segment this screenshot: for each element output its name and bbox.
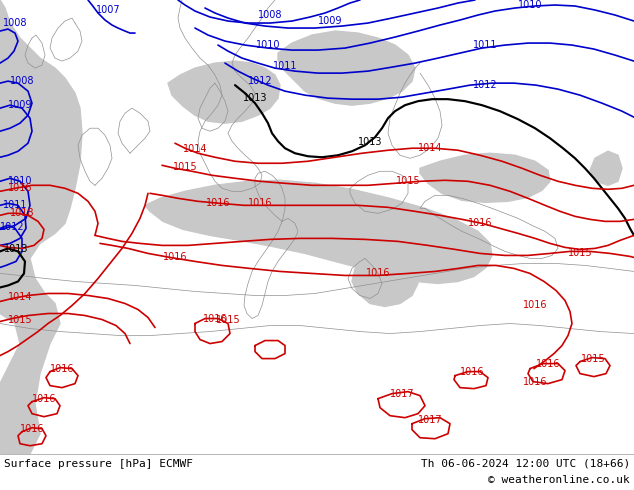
Text: 1016: 1016 bbox=[366, 269, 391, 278]
Text: 1009: 1009 bbox=[318, 16, 342, 26]
Polygon shape bbox=[278, 31, 415, 105]
Polygon shape bbox=[0, 0, 82, 454]
Text: 1015: 1015 bbox=[8, 315, 32, 324]
Text: 1012: 1012 bbox=[248, 76, 273, 86]
Text: 1010: 1010 bbox=[518, 0, 542, 10]
Text: 1015: 1015 bbox=[172, 162, 197, 172]
Text: Th 06-06-2024 12:00 UTC (18+66): Th 06-06-2024 12:00 UTC (18+66) bbox=[421, 459, 630, 469]
Text: 1016: 1016 bbox=[206, 198, 230, 208]
Text: 1013: 1013 bbox=[4, 245, 29, 254]
Text: © weatheronline.co.uk: © weatheronline.co.uk bbox=[488, 475, 630, 485]
Text: 1016: 1016 bbox=[49, 364, 74, 373]
Text: 1016: 1016 bbox=[8, 183, 32, 194]
Polygon shape bbox=[145, 180, 492, 283]
Polygon shape bbox=[420, 153, 550, 202]
Polygon shape bbox=[352, 251, 418, 307]
Text: 1016: 1016 bbox=[460, 367, 484, 377]
Text: 1016: 1016 bbox=[32, 393, 56, 404]
Text: 1018: 1018 bbox=[10, 208, 34, 219]
Text: 1015: 1015 bbox=[216, 315, 240, 324]
Text: 1017: 1017 bbox=[418, 415, 443, 425]
Text: 1016: 1016 bbox=[203, 314, 227, 323]
Text: 1016: 1016 bbox=[248, 198, 272, 208]
Text: 1012: 1012 bbox=[473, 80, 497, 90]
Polygon shape bbox=[168, 61, 280, 123]
Text: 1014: 1014 bbox=[418, 143, 443, 153]
Text: 1011: 1011 bbox=[3, 200, 27, 210]
Text: 1015: 1015 bbox=[567, 248, 592, 258]
Text: 1014: 1014 bbox=[8, 293, 32, 302]
Text: Surface pressure [hPa] ECMWF: Surface pressure [hPa] ECMWF bbox=[4, 459, 193, 469]
Text: 1008: 1008 bbox=[258, 10, 282, 20]
Text: 1016: 1016 bbox=[163, 252, 187, 263]
Text: 1016: 1016 bbox=[468, 219, 492, 228]
Text: 1012: 1012 bbox=[0, 222, 24, 232]
Text: 1015: 1015 bbox=[581, 354, 605, 364]
Text: 1015: 1015 bbox=[396, 176, 420, 186]
Text: 1011: 1011 bbox=[273, 61, 297, 71]
Text: 1007: 1007 bbox=[96, 5, 120, 15]
Text: 1014: 1014 bbox=[183, 144, 207, 154]
Text: 1013: 1013 bbox=[358, 137, 382, 147]
Text: 1013: 1013 bbox=[243, 93, 268, 103]
Text: 1010: 1010 bbox=[256, 40, 280, 50]
Text: 1016: 1016 bbox=[536, 359, 560, 368]
Text: 1016: 1016 bbox=[523, 377, 547, 387]
Text: 1008: 1008 bbox=[3, 18, 27, 28]
Text: 1011: 1011 bbox=[473, 40, 497, 50]
Text: 1009: 1009 bbox=[8, 100, 32, 110]
Text: 1017: 1017 bbox=[390, 389, 414, 399]
Text: 1008: 1008 bbox=[10, 76, 34, 86]
Text: 1016: 1016 bbox=[20, 424, 44, 434]
Text: 1010: 1010 bbox=[8, 176, 32, 186]
Polygon shape bbox=[590, 151, 622, 185]
Text: 1016: 1016 bbox=[523, 300, 547, 311]
